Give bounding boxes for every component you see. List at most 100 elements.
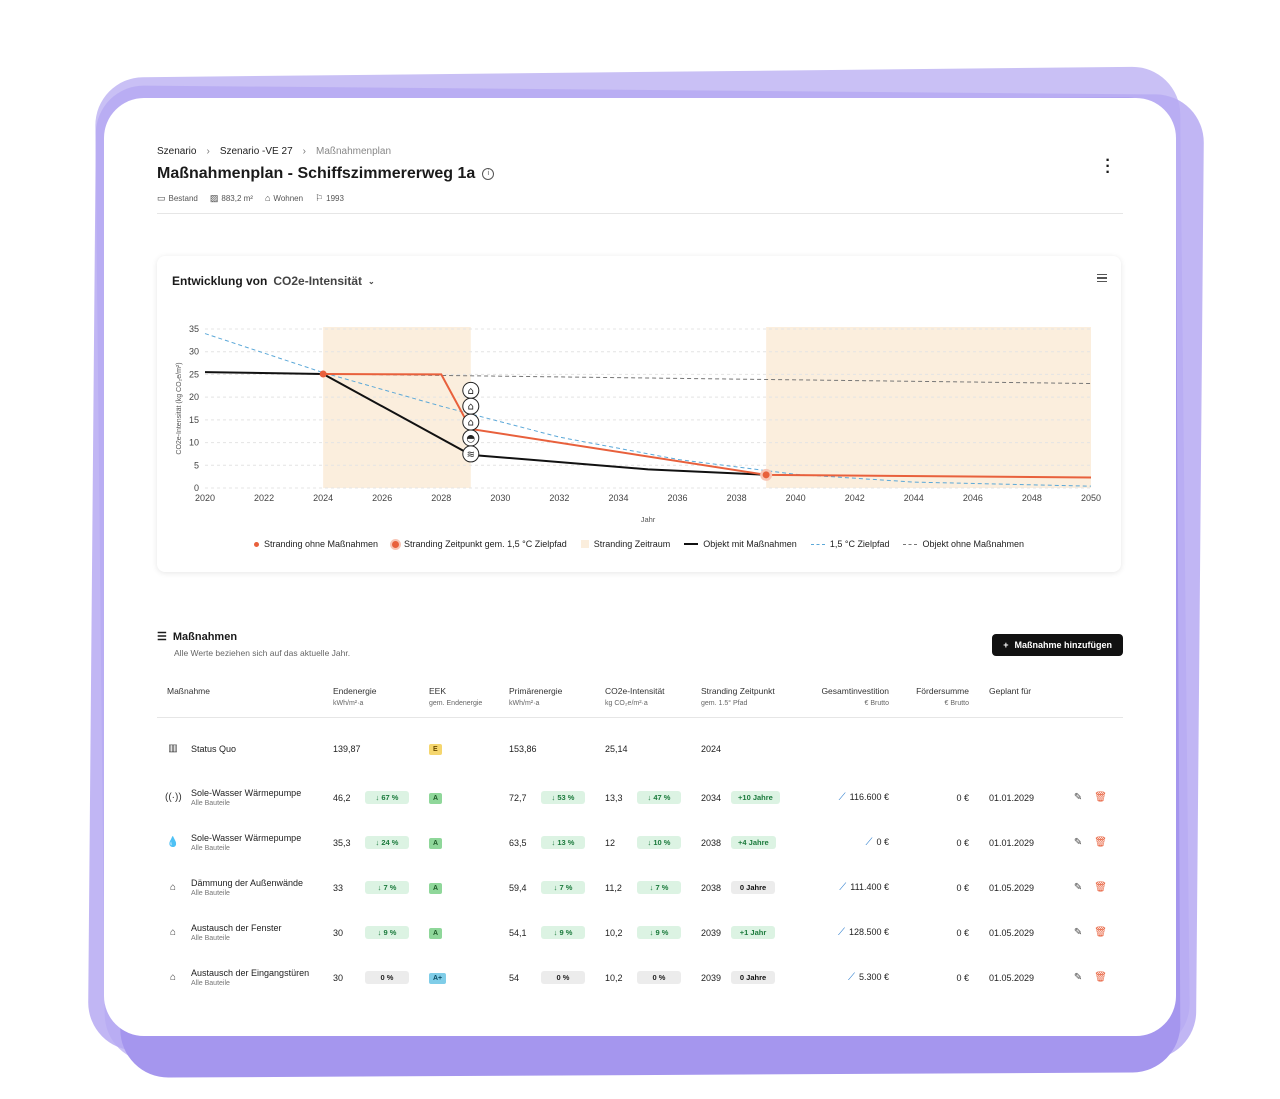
column-header[interactable]: CO2e-Intensität kg CO₂e/m²·a xyxy=(605,680,701,718)
add-measure-label: Maßnahme hinzufügen xyxy=(1014,640,1113,650)
delta-value: 47 % xyxy=(653,793,671,802)
legend-swatch xyxy=(903,543,918,545)
column-header[interactable]: EEK gem. Endenergie xyxy=(429,680,509,718)
arrow-down-icon: ↓ xyxy=(553,928,560,937)
column-header-label: EEK xyxy=(429,686,447,696)
crane-icon: ⚐ xyxy=(315,193,324,203)
eek-cell: A xyxy=(429,910,509,955)
measure-cell: ⌂ Austausch der Eingangstüren Alle Baute… xyxy=(157,955,333,1000)
stranding-cell: 2038 0 Jahre xyxy=(701,865,801,910)
delta-value: 67 % xyxy=(381,793,399,802)
breadcrumb-item-szenario-ve27[interactable]: Szenario -VE 27 xyxy=(219,146,293,157)
heat-pump-icon: ≋ xyxy=(467,449,475,460)
legend-swatch xyxy=(580,540,589,548)
stranding-year: 2039 xyxy=(701,972,722,983)
legend-item-stranding-without[interactable]: Stranding ohne Maßnahmen xyxy=(253,539,378,549)
series-line xyxy=(323,373,1092,385)
house-door-icon: ⌂ xyxy=(169,972,177,983)
chevron-down-icon[interactable]: ⌄ xyxy=(368,276,375,286)
legend-item-without-measures[interactable]: Objekt ohne Maßnahmen xyxy=(903,539,1024,549)
info-icon[interactable]: i xyxy=(482,168,495,180)
table-row[interactable]: ((·)) Sole-Wasser Wärmepumpe Alle Bautei… xyxy=(157,775,1123,820)
end-energy-value: 46,2 xyxy=(333,792,351,803)
column-header-unit: gem. 1.5° Pfad xyxy=(701,700,748,707)
x-tick-label: 2028 xyxy=(431,493,451,503)
chart-title-prefix: Entwicklung von xyxy=(172,274,268,288)
delta-value: 10 % xyxy=(653,838,671,847)
table-row[interactable]: ⌂ Austausch der Fenster Alle Bauteile 30… xyxy=(157,910,1123,955)
planned-date-cell: 01.05.2029 xyxy=(969,910,1049,955)
trash-icon[interactable]: 🗑 xyxy=(1094,792,1107,803)
trash-icon[interactable]: 🗑 xyxy=(1094,927,1107,938)
column-header[interactable]: Maßnahme xyxy=(157,680,333,718)
legend-item-stranding-target[interactable]: Stranding Zeitpunkt gem. 1,5 °C Zielpfad xyxy=(392,539,567,549)
meta-area: ▨ 883,2 m² xyxy=(210,193,253,204)
trash-icon[interactable]: 🗑 xyxy=(1094,972,1107,983)
home-icon: ⌂ xyxy=(264,193,271,203)
edit-icon[interactable]: ✎ xyxy=(1073,837,1083,848)
x-tick-label: 2046 xyxy=(963,493,983,503)
y-tick-label: 30 xyxy=(189,347,199,357)
legend-item-stranding-period[interactable]: Stranding Zeitraum xyxy=(580,539,670,549)
trend-up-icon: ⟋ xyxy=(837,927,845,938)
column-header[interactable]: Gesamtinvestition € Brutto xyxy=(801,680,889,718)
legend-swatch xyxy=(810,543,825,545)
legend-item-target-path[interactable]: 1,5 °C Zielpfad xyxy=(810,539,889,549)
column-header[interactable]: Stranding Zeitpunkt gem. 1.5° Pfad xyxy=(701,680,801,718)
column-header[interactable]: Endenergie kWh/m²·a xyxy=(333,680,429,718)
co2-cell: 13,3 ↓ 47 % xyxy=(605,775,701,820)
legend-item-with-measures[interactable]: Objekt mit Maßnahmen xyxy=(684,539,797,549)
delta-value: 0 % xyxy=(556,973,570,982)
funding-value: 0 € xyxy=(956,837,969,848)
trash-icon[interactable]: 🗑 xyxy=(1094,837,1107,848)
trend-up-icon: ⟋ xyxy=(865,837,873,848)
legend-swatch xyxy=(684,543,699,545)
funding-value: 0 € xyxy=(956,792,969,803)
kebab-menu-icon[interactable]: · · · xyxy=(1105,152,1111,181)
building-icon: ▥ xyxy=(168,743,178,754)
house-icon: ⌂ xyxy=(468,386,474,397)
breadcrumb-item-szenario[interactable]: Szenario xyxy=(157,146,197,157)
trash-icon[interactable]: 🗑 xyxy=(1094,882,1107,893)
column-header[interactable]: Geplant für xyxy=(969,680,1049,718)
legend-label: Stranding Zeitpunkt gem. 1,5 °C Zielpfad xyxy=(404,539,567,549)
meta-usage-label: Wohnen xyxy=(273,194,304,203)
eek-badge: A xyxy=(429,792,443,804)
column-header[interactable]: Fördersumme € Brutto xyxy=(889,680,969,718)
edit-icon[interactable]: ✎ xyxy=(1073,792,1083,803)
actions-cell: ✎ 🗑 xyxy=(1049,865,1123,910)
table-row[interactable]: 💧 Sole-Wasser Wärmepumpe Alle Bauteile 3… xyxy=(157,820,1123,865)
chart-title: Entwicklung von CO2e-Intensität ⌄ xyxy=(172,274,375,288)
table-row-status-quo[interactable]: ▥ Status Quo 139,87 E 153,86 25,14 2024 xyxy=(157,718,1123,776)
x-tick-label: 2030 xyxy=(490,493,510,503)
table-row[interactable]: ⌂ Dämmung der Außenwände Alle Bauteile 3… xyxy=(157,865,1123,910)
hamburger-menu-icon[interactable] xyxy=(1097,272,1107,284)
house-window-icon: ⌂ xyxy=(169,927,177,938)
table-row[interactable]: ⌂ Austausch der Eingangstüren Alle Baute… xyxy=(157,955,1123,1000)
co2-cell: 25,14 xyxy=(605,718,701,776)
delta-badge: ↓ 13 % xyxy=(541,836,585,849)
arrow-down-icon: ↓ xyxy=(377,883,384,892)
end-energy-value: 30 xyxy=(333,927,344,938)
planned-date-cell: 01.05.2029 xyxy=(969,955,1049,1000)
planned-date: 01.01.2029 xyxy=(989,837,1035,848)
house-icon: ⌂ xyxy=(468,402,474,413)
metric-selector[interactable]: CO2e-Intensität xyxy=(273,274,363,288)
planned-date: 01.05.2029 xyxy=(989,972,1035,983)
column-header-actions xyxy=(1049,680,1123,718)
measure-scope: Alle Bauteile xyxy=(191,800,230,807)
y-tick-label: 0 xyxy=(194,483,199,493)
delta-value: 53 % xyxy=(557,793,575,802)
column-header[interactable]: Primärenergie kWh/m²·a xyxy=(509,680,605,718)
measure-scope: Alle Bauteile xyxy=(191,845,230,852)
eek-badge: A xyxy=(429,927,443,939)
edit-icon[interactable]: ✎ xyxy=(1073,972,1083,983)
measure-name: Dämmung der Außenwände xyxy=(191,878,304,888)
stranding-delta-value: +4 Jahre xyxy=(738,838,769,847)
add-measure-button[interactable]: + Maßnahme hinzufügen xyxy=(992,634,1123,656)
measure-name: Austausch der Eingangstüren xyxy=(191,968,310,978)
investment-cell: ⟋ 5.300 € xyxy=(801,955,889,1000)
edit-icon[interactable]: ✎ xyxy=(1073,927,1083,938)
edit-icon[interactable]: ✎ xyxy=(1073,882,1083,893)
actions-cell: ✎ 🗑 xyxy=(1049,910,1123,955)
